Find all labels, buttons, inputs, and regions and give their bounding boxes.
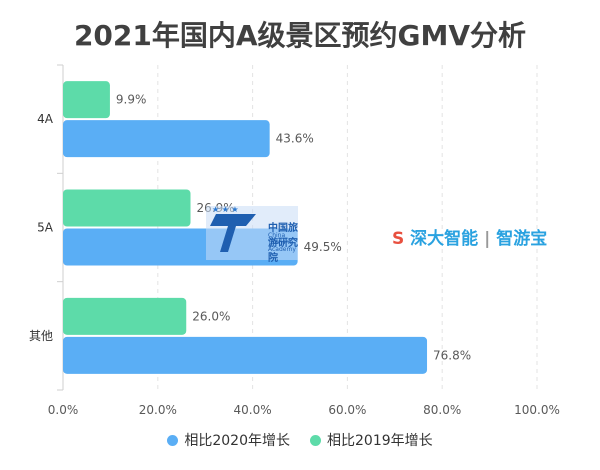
category-label: 4A [37,112,54,126]
legend-marker [310,435,321,446]
category-label: 5A [37,221,54,235]
svg-text:★ ★ ★: ★ ★ ★ [212,206,239,214]
legend-marker [167,435,179,446]
brand-name: 深大智能 [410,229,479,249]
data-label: 76.8% [433,348,471,362]
x-tick-label: 40.0% [234,403,272,417]
data-label: 43.6% [276,132,314,146]
x-tick-label: 60.0% [328,403,366,417]
brand-sub: 智游宝 [496,229,548,249]
institute-name: 中国旅游研究院 [268,223,298,264]
bar [63,336,428,374]
data-label: 49.5% [304,240,342,254]
x-tick-label: 80.0% [423,403,461,417]
bar [63,120,270,158]
bars [63,81,428,374]
legend-item: 相比2020年增长 [167,430,290,450]
legend-label: 相比2020年增长 [184,433,290,449]
brand-logo: S 深大智能 | 智游宝 [392,229,548,249]
x-tick-label: 20.0% [139,403,177,417]
institute-logo: ★ ★ ★ 中国旅游研究院 China Tourism Academy [206,205,298,264]
chart-title: 2021年国内A级景区预约GMV分析 [73,19,527,52]
data-label: 26.0% [192,309,230,323]
x-tick-label: 0.0% [48,403,79,417]
watermark: ★ ★ ★ 中国旅游研究院 China Tourism Academy S 深大… [206,205,566,264]
legend: 相比2020年增长 相比2019年增长 [0,430,600,450]
bar [63,81,110,119]
x-tick-label: 100.0% [514,403,560,417]
institute-name-en: China Tourism Academy [268,232,296,253]
category-label: 其他 [29,329,53,343]
bar [63,297,187,335]
data-label: 9.9% [116,93,146,107]
legend-label: 相比2019年增长 [327,433,433,449]
legend-item: 相比2019年增长 [310,430,433,450]
bar [63,189,191,227]
